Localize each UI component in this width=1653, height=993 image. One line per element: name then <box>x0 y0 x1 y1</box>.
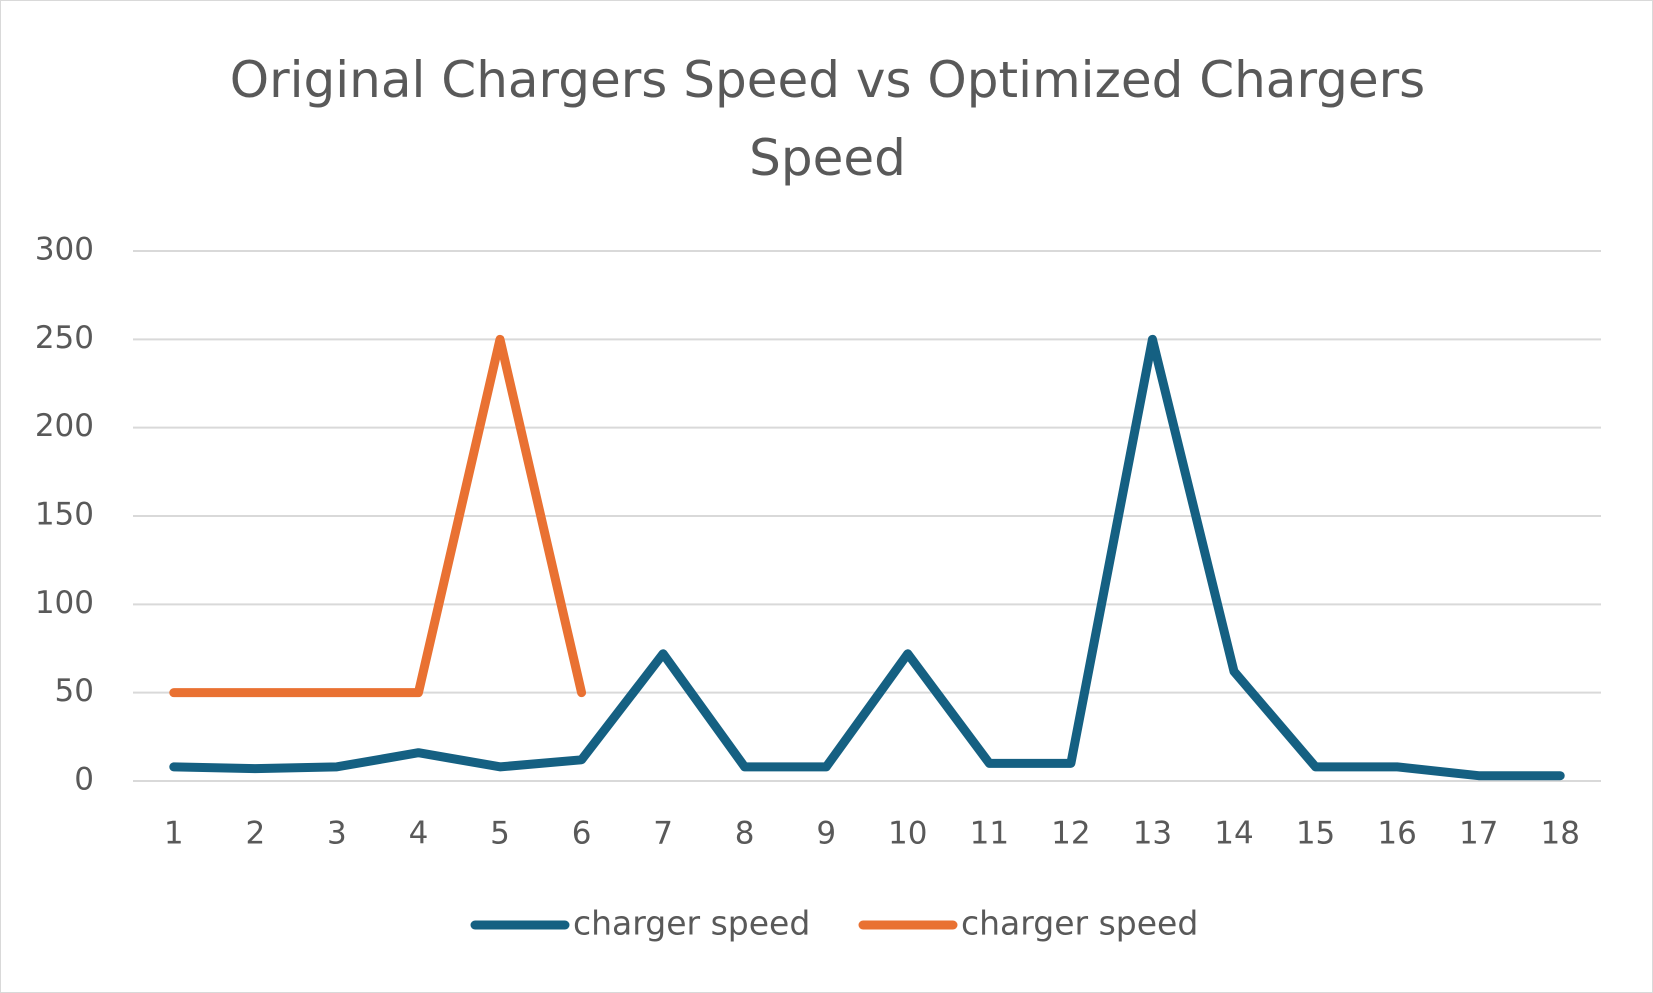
x-tick-label: 7 <box>653 816 673 852</box>
x-tick-label: 13 <box>1133 816 1172 852</box>
y-tick-label: 200 <box>35 408 94 444</box>
x-tick-label: 12 <box>1051 816 1090 852</box>
y-tick-label: 50 <box>55 673 94 709</box>
x-tick-label: 3 <box>327 816 347 852</box>
x-tick-label: 9 <box>816 816 836 852</box>
x-tick-label: 16 <box>1377 816 1416 852</box>
y-tick-label: 0 <box>74 762 94 798</box>
y-tick-label: 250 <box>35 320 94 356</box>
x-tick-label: 10 <box>888 816 927 852</box>
x-tick-label: 18 <box>1540 816 1579 852</box>
chart-title: Original Chargers Speed vs Optimized Cha… <box>229 51 1426 187</box>
series-line <box>169 334 587 698</box>
y-tick-label: 150 <box>35 497 94 533</box>
legend-label: charger speed <box>961 904 1198 943</box>
x-tick-label: 14 <box>1214 816 1253 852</box>
x-tick-label: 5 <box>490 816 510 852</box>
y-tick-label: 100 <box>35 585 94 621</box>
x-tick-label: 8 <box>735 816 755 852</box>
x-tick-label: 2 <box>245 816 265 852</box>
legend-label: charger speed <box>573 904 810 943</box>
x-tick-label: 1 <box>164 816 184 852</box>
y-tick-label: 300 <box>35 232 94 268</box>
x-tick-label: 6 <box>572 816 592 852</box>
x-tick-label: 15 <box>1296 816 1335 852</box>
series-line <box>169 334 1565 781</box>
x-tick-label: 4 <box>409 816 429 852</box>
x-tick-label: 11 <box>970 816 1009 852</box>
x-tick-label: 17 <box>1459 816 1498 852</box>
